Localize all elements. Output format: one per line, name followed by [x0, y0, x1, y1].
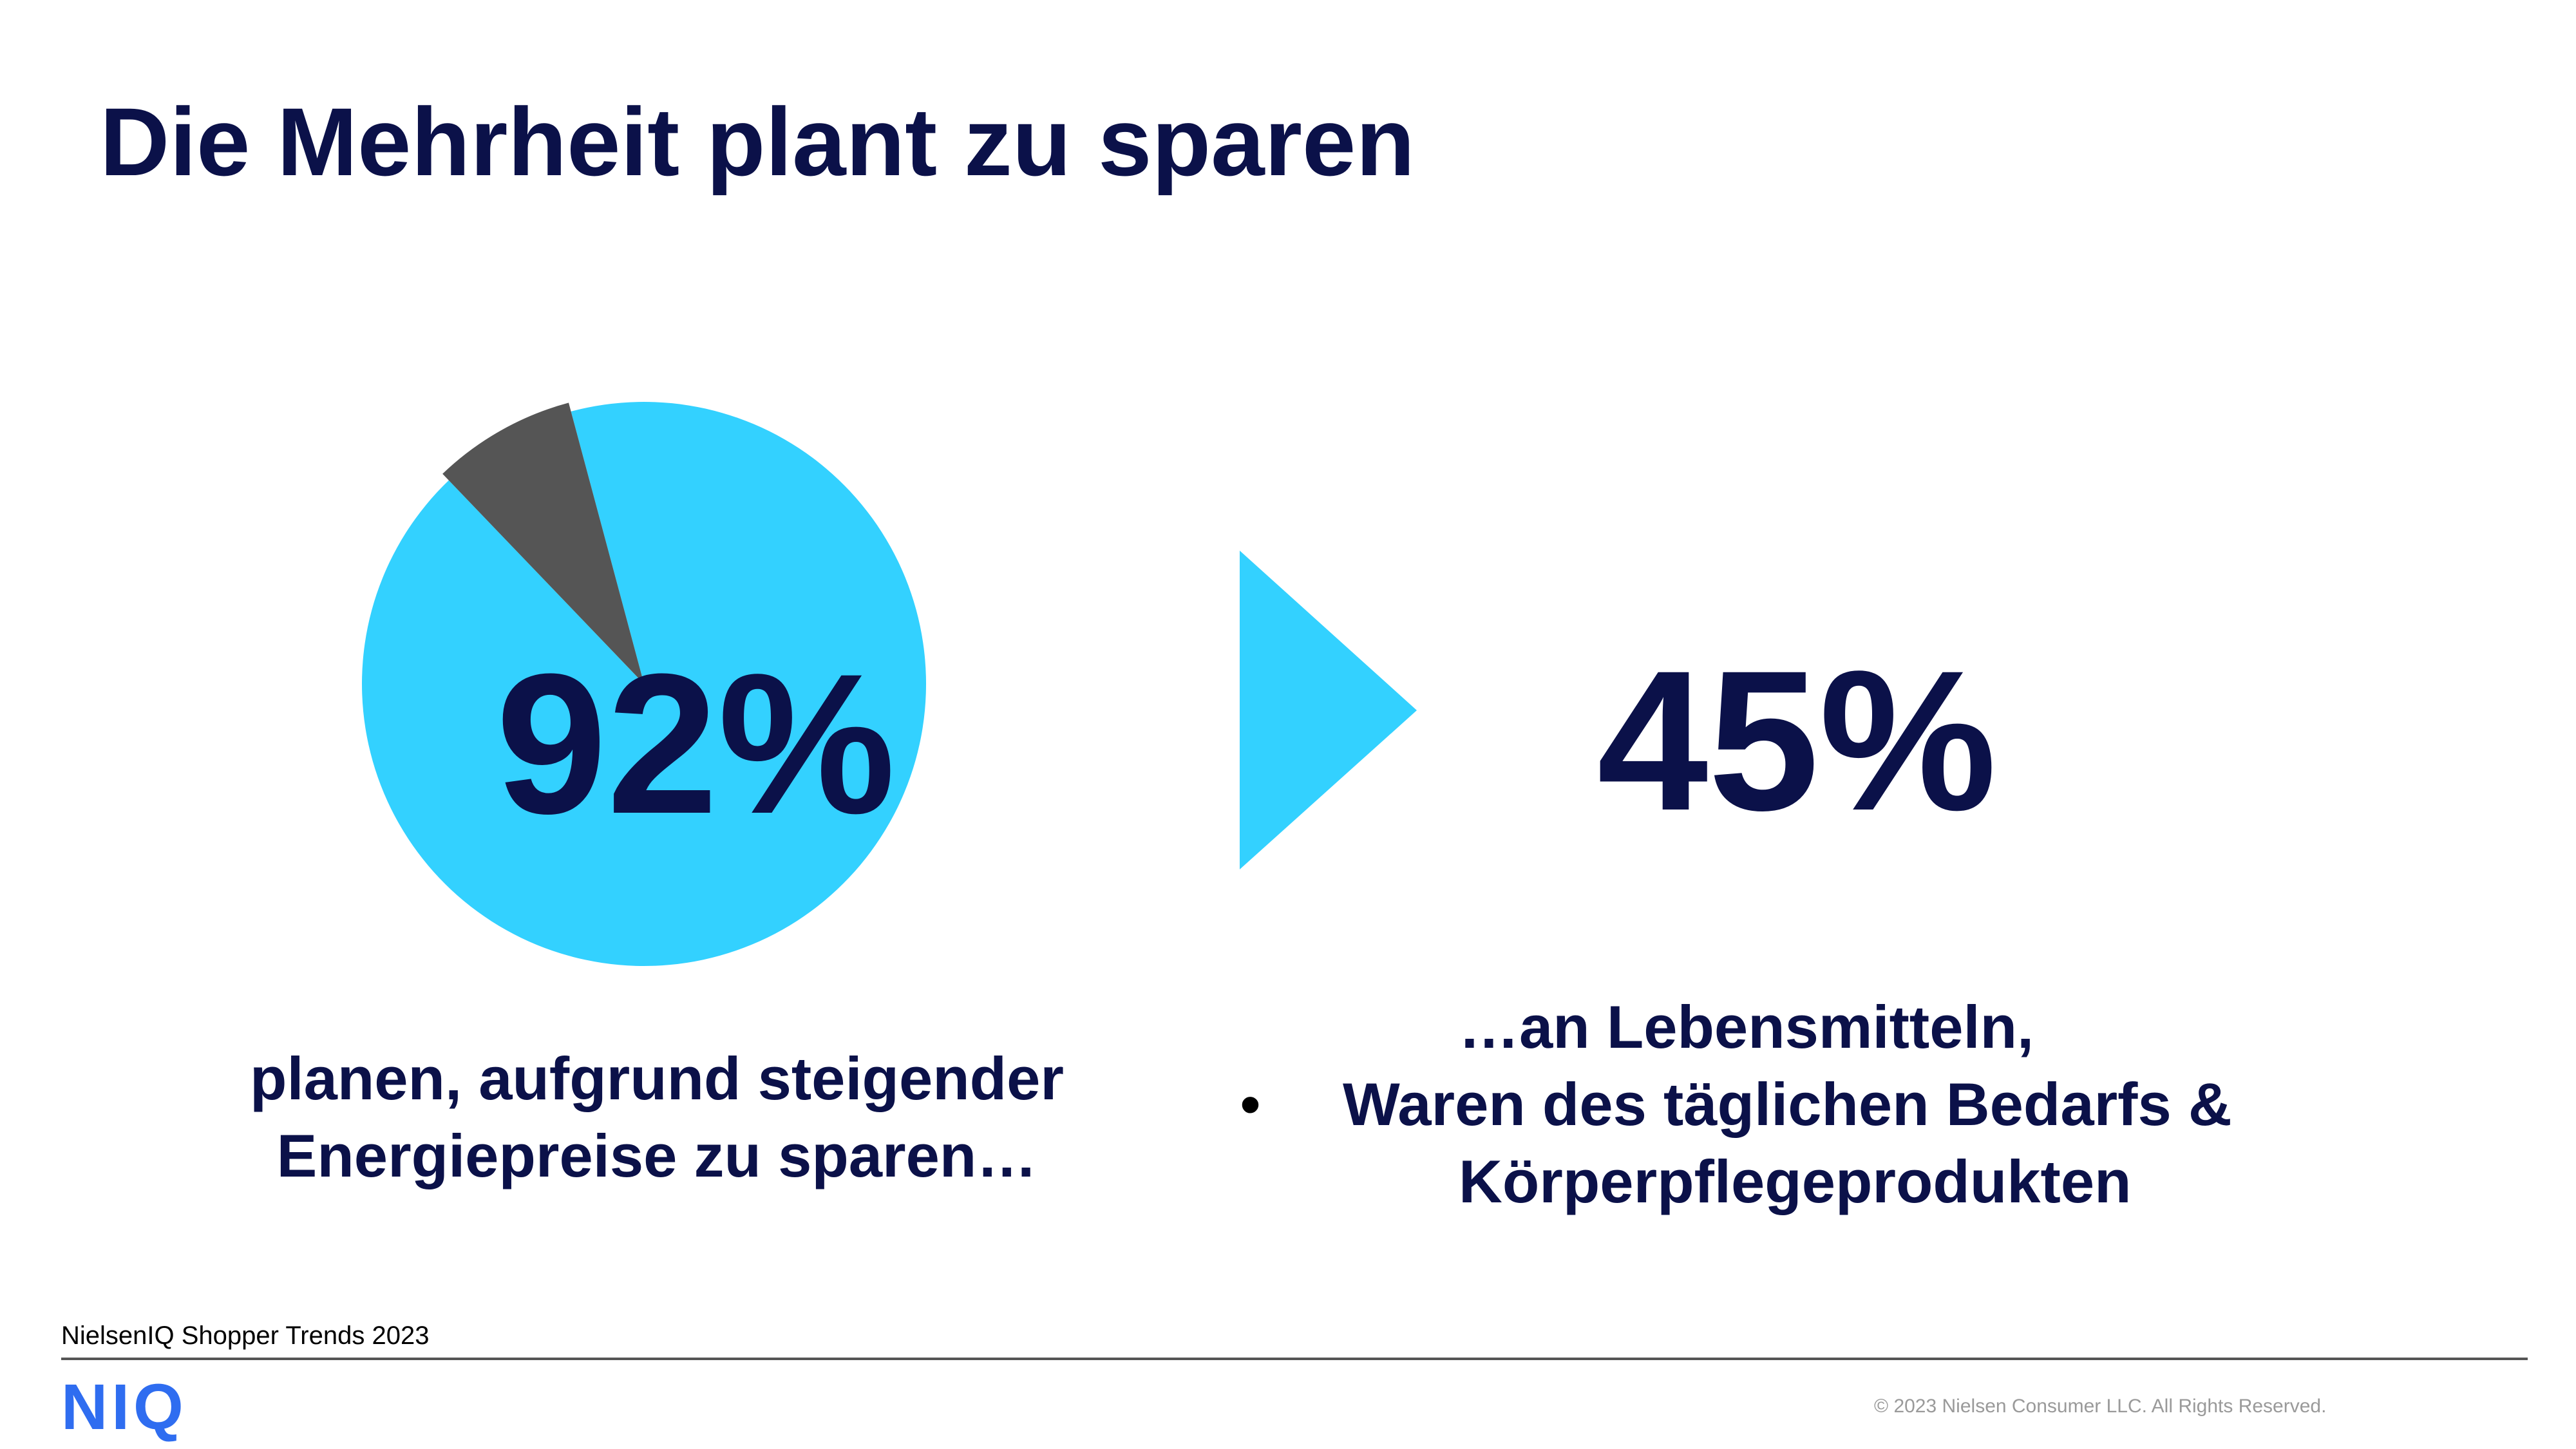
- pie-slice-2: [442, 402, 644, 684]
- pie-chart-svg: [361, 402, 926, 966]
- category-line-2: Waren des täglichen Bedarfs &: [1343, 1070, 2232, 1138]
- arrow-shape: [1240, 551, 1417, 869]
- pie-caption-line-2: Energiepreise zu sparen…: [276, 1122, 1037, 1189]
- pie-slice-1: [361, 402, 926, 966]
- secondary-value: 45%: [1597, 629, 1997, 852]
- pie-chart: [361, 386, 927, 966]
- pie-value-label: 92%: [496, 632, 896, 855]
- copyright-note: © 2023 Nielsen Consumer LLC. All Rights …: [1874, 1396, 2327, 1417]
- category-intro: …an Lebensmitteln,: [1459, 993, 2034, 1061]
- footer-divider: [61, 1358, 2528, 1360]
- category-line-3: Körperpflegeprodukten: [1459, 1148, 2132, 1215]
- pie-caption-line-1: planen, aufgrund steigender: [250, 1045, 1064, 1112]
- arrow-right-icon: [1240, 551, 1417, 869]
- source-note: NielsenIQ Shopper Trends 2023: [61, 1321, 430, 1350]
- pie-caption: planen, aufgrund steigender Energiepreis…: [193, 1040, 1121, 1195]
- niq-logo: NIQ: [61, 1371, 187, 1443]
- bullet-icon: •: [1240, 1070, 1261, 1138]
- slide-title: Die Mehrheit plant zu sparen: [100, 88, 1415, 196]
